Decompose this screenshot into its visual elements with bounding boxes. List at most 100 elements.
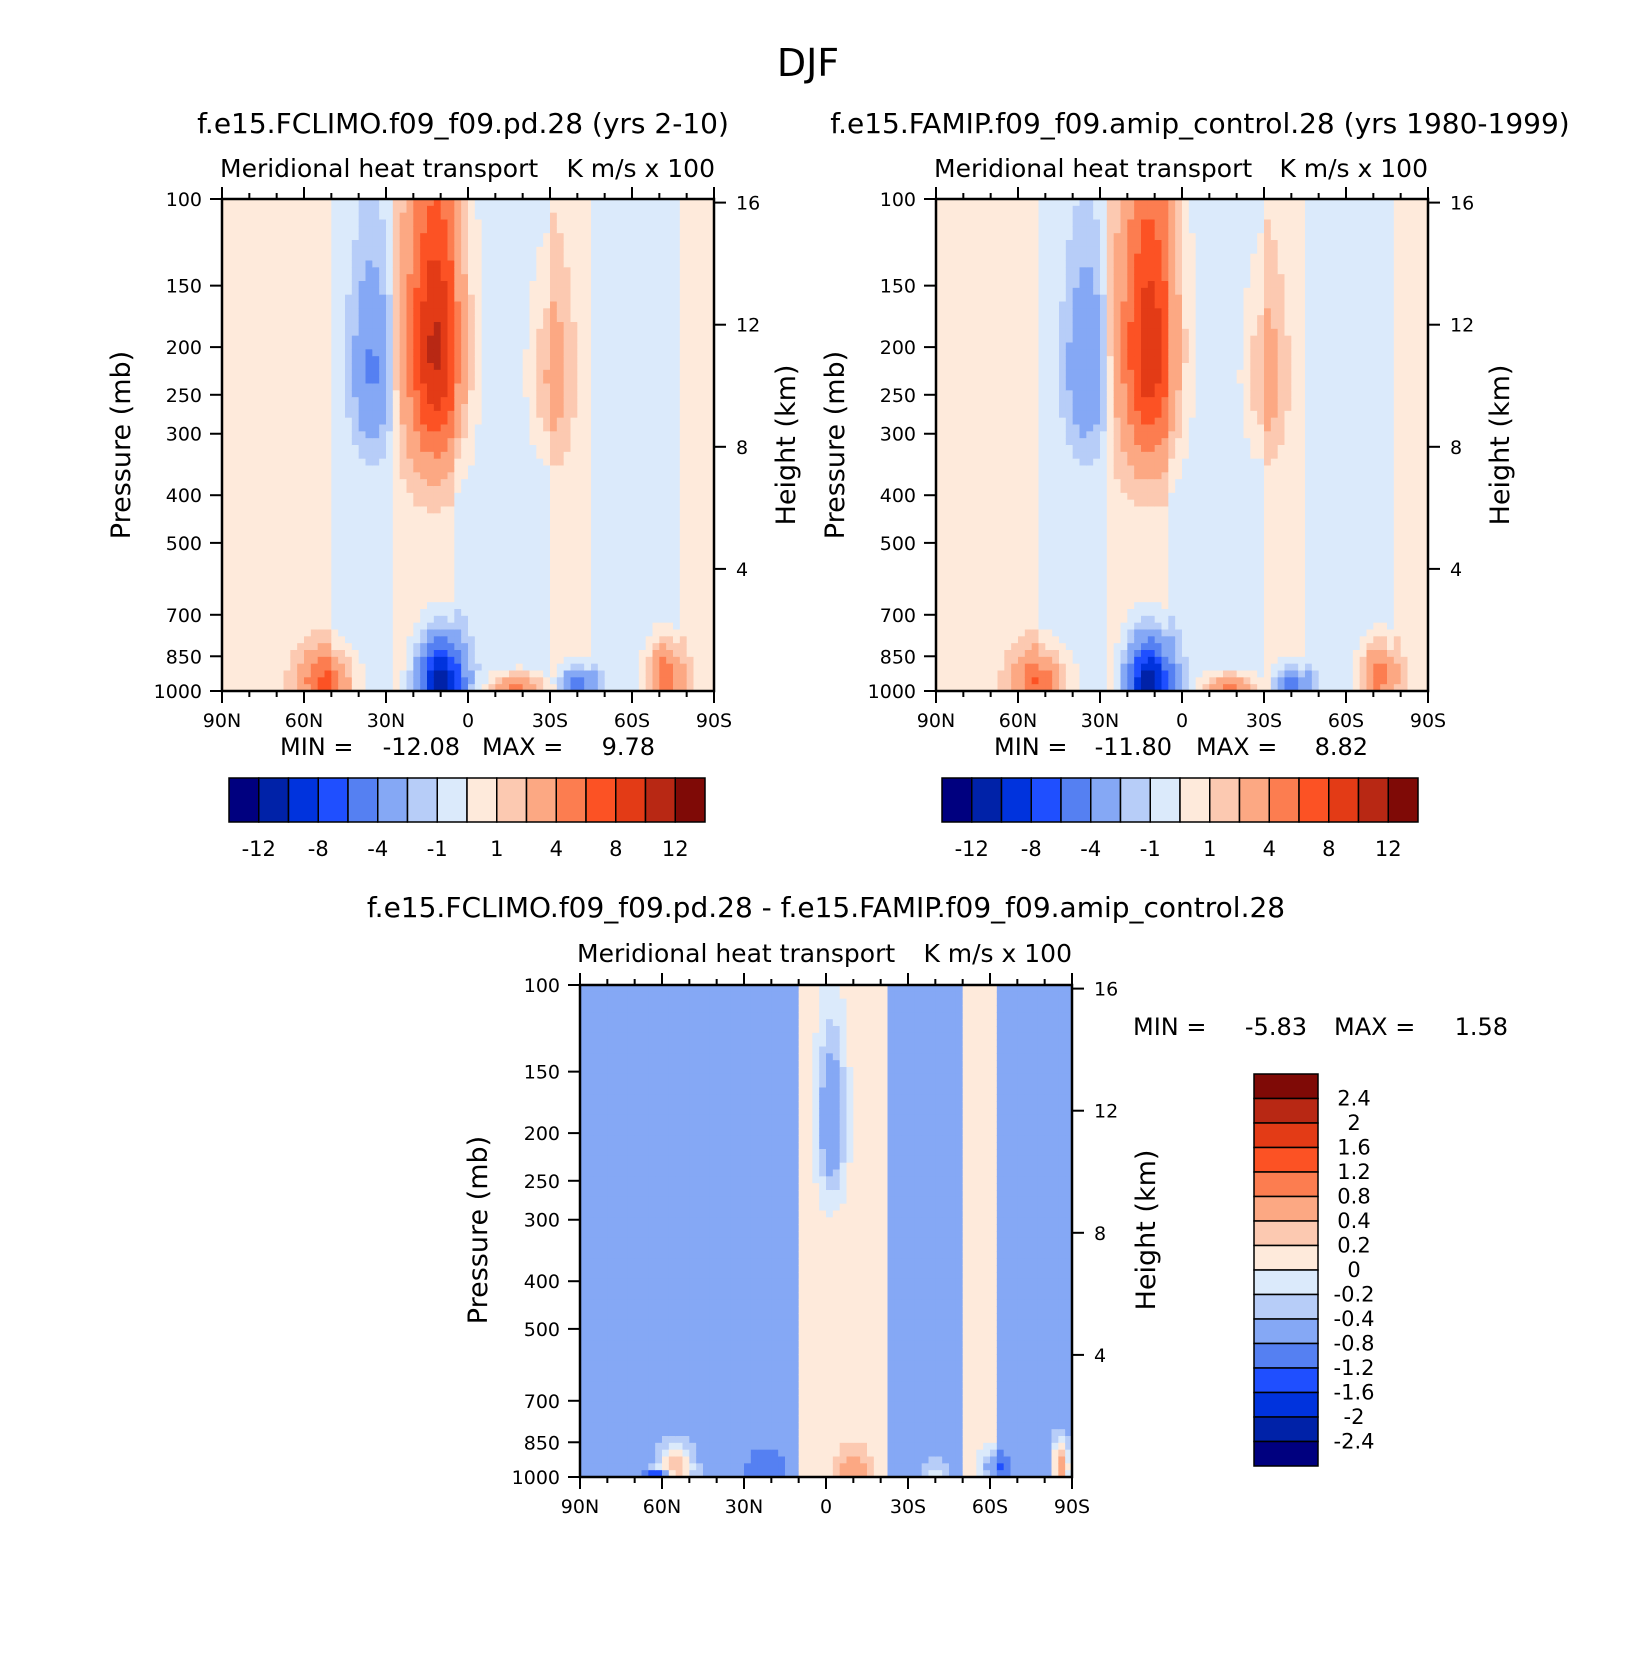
heatmap-cell [269, 609, 278, 617]
heatmap-cell [468, 622, 476, 631]
heatmap-cell [379, 349, 387, 357]
heatmap-cell [645, 233, 654, 241]
heatmap-cell [433, 240, 442, 248]
heatmap-cell [522, 561, 531, 569]
heatmap-cell [263, 670, 271, 678]
heatmap-cell [481, 561, 490, 569]
heatmap-cell [659, 281, 667, 289]
heatmap-cell [686, 568, 695, 576]
heatmap-cell [679, 506, 688, 514]
heatmap-cell [228, 520, 237, 528]
heatmap-cell [427, 636, 435, 644]
heatmap-cell [632, 650, 640, 658]
heatmap-cell [420, 342, 428, 350]
heatmap-cell [379, 281, 387, 289]
heatmap-cell [454, 513, 462, 521]
heatmap-cell [673, 609, 681, 617]
heatmap-cell [550, 363, 558, 371]
heatmap-cell [556, 554, 565, 562]
heatmap-cell [235, 233, 244, 241]
heatmap-cell [597, 315, 606, 323]
heatmap-cell [488, 226, 496, 234]
heatmap-cell [276, 410, 285, 419]
heatmap-cell [310, 520, 319, 528]
heatmap-cell [536, 684, 544, 692]
heatmap-cell [570, 301, 578, 309]
heatmap-cell [249, 568, 257, 576]
heatmap-cell [515, 479, 524, 487]
heatmap-cell [666, 328, 674, 337]
heatmap-cell [372, 199, 380, 207]
heatmap-cell [686, 465, 695, 473]
heatmap-cell [222, 253, 230, 262]
heatmap-cell [358, 246, 367, 255]
heatmap-cell [440, 506, 449, 514]
heatmap-cell [317, 410, 326, 419]
heatmap-cell [597, 260, 606, 268]
heatmap-cell [345, 643, 353, 651]
heatmap-cell [222, 294, 230, 303]
heatmap-cell [536, 199, 544, 207]
heatmap-cell [222, 479, 230, 487]
heatmap-cell [536, 369, 544, 378]
heatmap-cell [645, 390, 654, 398]
heatmap-cell [604, 397, 613, 405]
heatmap-cell [317, 253, 326, 262]
heatmap-cell [317, 287, 326, 296]
heatmap-cell [536, 472, 544, 480]
heatmap-cell [638, 492, 647, 501]
heatmap-cell [290, 445, 298, 453]
heatmap-cell [529, 458, 537, 467]
heatmap-cell [235, 417, 244, 426]
heatmap-cell [679, 588, 688, 596]
heatmap-cell [310, 527, 319, 535]
heatmap-cell [673, 479, 681, 487]
heatmap-cell [515, 486, 524, 494]
heatmap-cell [365, 643, 373, 651]
heatmap-cell [283, 308, 291, 316]
heatmap-cell [324, 486, 332, 494]
heatmap-cell [256, 240, 264, 248]
heatmap-cell [577, 335, 585, 344]
heatmap-cell [659, 390, 667, 398]
heatmap-cell [228, 506, 237, 514]
heatmap-cell [550, 492, 558, 501]
heatmap-cell [269, 404, 278, 412]
heatmap-cell [317, 670, 326, 678]
heatmap-cell [645, 615, 654, 624]
heatmap-cell [556, 212, 565, 221]
heatmap-cell [228, 574, 237, 583]
heatmap-cell [351, 533, 360, 542]
heatmap-cell [481, 629, 490, 637]
heatmap-cell [673, 540, 681, 549]
heatmap-cell [502, 656, 510, 665]
heatmap-cell [427, 233, 435, 241]
heatmap-cell [556, 267, 565, 275]
heatmap-cell [242, 486, 250, 494]
heatmap-cell [488, 287, 496, 296]
heatmap-cell [440, 499, 449, 508]
heatmap-cell [638, 335, 647, 344]
heatmap-cell [522, 233, 531, 241]
heatmap-cell [673, 486, 681, 494]
heatmap-cell [502, 301, 510, 309]
heatmap-cell [474, 335, 483, 344]
heatmap-cell [502, 533, 510, 542]
heatmap-cell [427, 465, 435, 473]
heatmap-cell [673, 397, 681, 405]
heatmap-cell [269, 410, 278, 419]
heatmap-cell [392, 315, 401, 323]
heatmap-cell [543, 540, 551, 549]
heatmap-cell [597, 568, 606, 576]
heatmap-cell [632, 561, 640, 569]
heatmap-cell [379, 424, 387, 432]
heatmap-cell [577, 492, 585, 501]
heatmap-cell [522, 376, 531, 385]
heatmap-cell [604, 363, 613, 371]
heatmap-cell [632, 233, 640, 241]
heatmap-cell [522, 397, 531, 405]
heatmap-cell [283, 363, 291, 371]
heatmap-cell [645, 486, 654, 494]
heatmap-cell [358, 274, 367, 282]
heatmap-cell [481, 636, 490, 644]
